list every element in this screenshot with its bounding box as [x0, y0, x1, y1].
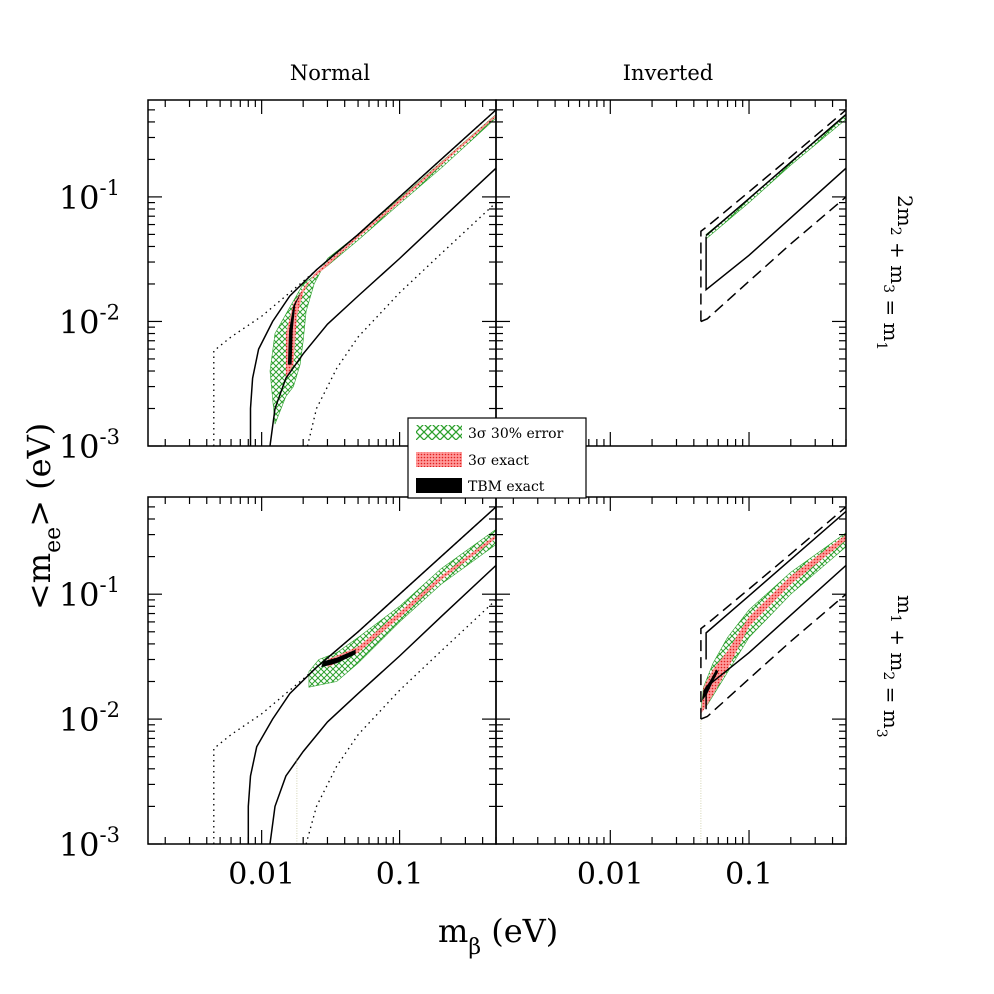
band-red-fill	[285, 114, 496, 379]
y-axis-title: <mee> (eV)	[20, 423, 66, 610]
series-solid-upper	[249, 109, 496, 446]
y-tick-label-exp: -2	[100, 300, 120, 324]
y-tick-label: 10-1	[59, 176, 120, 217]
y-axis-title-main: <m	[20, 553, 58, 610]
band-green-hatch	[700, 532, 846, 710]
band-black-fill	[321, 649, 356, 668]
panel-frame	[495, 99, 847, 447]
band-green-hatch	[308, 529, 496, 688]
row-label-part: 2m	[893, 195, 917, 227]
series-solid-lower	[269, 564, 496, 844]
legend-label-exact: 3σ exact	[468, 453, 529, 469]
x-tick-label: 0.01	[228, 857, 295, 892]
y-tick-label-base: 10	[59, 826, 100, 864]
y-tick-label: 10-1	[59, 573, 120, 614]
series-dotted-lower	[305, 599, 496, 844]
y-axis-title-sub: ee	[41, 527, 66, 553]
panel-frame	[147, 99, 497, 447]
legend-label-error: 3σ 30% error	[468, 426, 564, 442]
row-label-sub: 3	[880, 284, 896, 293]
row-label-part: + m	[886, 623, 910, 671]
series-dashed-lower	[700, 593, 846, 720]
series-dashed-lower	[700, 196, 846, 323]
y-tick-label-exp: -3	[100, 425, 120, 449]
y-tick-label-exp: -1	[100, 573, 120, 597]
row-label-sub: 2	[880, 671, 896, 680]
y-tick-label: 10-2	[59, 300, 120, 341]
row-label-part: = m	[879, 680, 903, 728]
panel-ticks	[148, 497, 497, 845]
band-green-hatch	[705, 115, 846, 240]
row-label-part: m	[893, 595, 917, 614]
series-dashed-upper	[700, 109, 846, 322]
panel-content	[213, 506, 496, 844]
panel-ticks	[496, 497, 847, 845]
panel-normal-row1	[147, 99, 497, 447]
series-solid-lower	[705, 167, 846, 292]
x-axis-title-unit: (eV)	[481, 912, 558, 950]
band-red-fill	[327, 534, 496, 668]
legend-swatch-green-hatch	[416, 425, 462, 440]
y-tick-label-exp: -1	[100, 176, 120, 200]
band-black-fill	[287, 291, 302, 365]
series-solid-upper	[247, 506, 496, 844]
y-tick-label-exp: -2	[100, 698, 120, 722]
axes-labels: 10-110-210-310-110-210-30.01 0.1 0.01 0.1	[59, 176, 773, 892]
y-tick-label: 10-3	[59, 425, 120, 466]
column-title-normal: Normal	[290, 61, 370, 85]
row-label-part: + m	[886, 236, 910, 284]
x-tick-label: 0.1	[725, 857, 773, 892]
x-axis-title-main: m	[438, 912, 468, 950]
band-green-hatch	[269, 114, 496, 425]
legend-swatch-black	[416, 478, 462, 493]
y-tick-label: 10-3	[59, 823, 120, 864]
row-label-sub: 2	[887, 227, 903, 236]
y-tick-label-base: 10	[59, 576, 100, 614]
series-solid-upper	[705, 510, 846, 660]
series-dotted-upper	[213, 109, 496, 446]
panel-normal-row2	[147, 496, 497, 845]
row-label-sub: 1	[887, 614, 903, 623]
y-axis-title-tail: > (eV)	[20, 423, 58, 527]
series-dotted-upper	[213, 506, 496, 844]
series-dashed-upper	[700, 506, 846, 720]
panel-content	[213, 109, 496, 446]
panel-content	[700, 109, 846, 323]
x-tick-label: 0.1	[376, 857, 424, 892]
series-solid-upper	[705, 113, 846, 237]
row-label-sub: 1	[873, 341, 889, 350]
y-tick-label-base: 10	[59, 303, 100, 341]
y-tick-label-base: 10	[59, 179, 100, 217]
panel-ticks	[148, 100, 497, 447]
panel-ticks	[496, 100, 847, 447]
panel-inverted-row1	[495, 99, 847, 447]
panels	[147, 99, 847, 845]
series-solid-lower	[705, 564, 846, 710]
legend: 3σ 30% error 3σ exact TBM exact	[407, 417, 587, 499]
x-tick-label: 0.01	[577, 857, 644, 892]
series-solid-lower	[269, 167, 496, 446]
row-label-2m2-m3-m1: 2m2 + m3 = m1	[873, 195, 917, 350]
panel-inverted-row2	[495, 496, 847, 845]
row-label-part: = m	[879, 293, 903, 341]
y-tick-label-base: 10	[59, 428, 100, 466]
x-axis-title: mβ (eV)	[438, 912, 558, 960]
column-title-inverted: Inverted	[623, 61, 713, 85]
row-label-sub: 3	[873, 729, 889, 738]
legend-label-tbm: TBM exact	[468, 479, 545, 495]
row-label-m1-m2-m3: m1 + m2 = m3	[873, 595, 917, 738]
y-tick-label-exp: -3	[100, 823, 120, 847]
series-dotted-lower	[306, 202, 496, 446]
legend-swatch-red	[416, 452, 462, 467]
panel-content	[700, 506, 846, 844]
panel-frame	[495, 496, 847, 845]
x-axis-title-sub: β	[468, 935, 481, 960]
y-tick-label-base: 10	[59, 701, 100, 739]
y-tick-label: 10-2	[59, 698, 120, 739]
